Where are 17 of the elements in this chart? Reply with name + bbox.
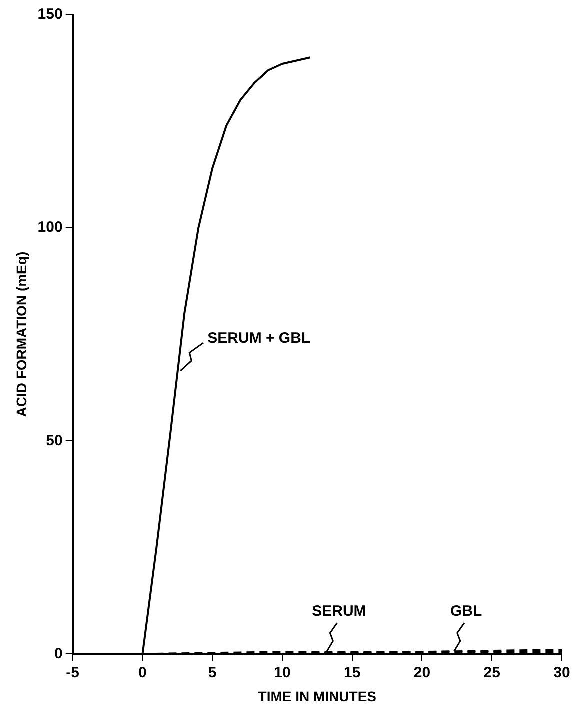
x-tick-label: 5: [208, 664, 217, 682]
x-tick-label: 30: [554, 664, 570, 682]
text: SERUM: [312, 602, 366, 620]
x-tick-label: 25: [484, 664, 500, 682]
x-tick-label: 10: [274, 664, 291, 682]
x-tick-label: 0: [138, 664, 147, 682]
y-tick-label: 0: [54, 645, 63, 662]
y-tick-label: 150: [38, 6, 63, 24]
y-axis-title: ACID FORMATION (mEq): [13, 252, 30, 418]
x-tick-label: 15: [344, 664, 361, 682]
x-tick-label: 20: [414, 664, 431, 682]
y-tick-label: 100: [38, 219, 63, 236]
x-axis-title: TIME IN MINUTES: [258, 688, 377, 704]
x-tick-label: -5: [66, 664, 80, 682]
y-tick-label: 50: [46, 432, 63, 450]
text: GBL: [450, 602, 482, 620]
series-label: SERUM + GBL: [208, 330, 311, 348]
